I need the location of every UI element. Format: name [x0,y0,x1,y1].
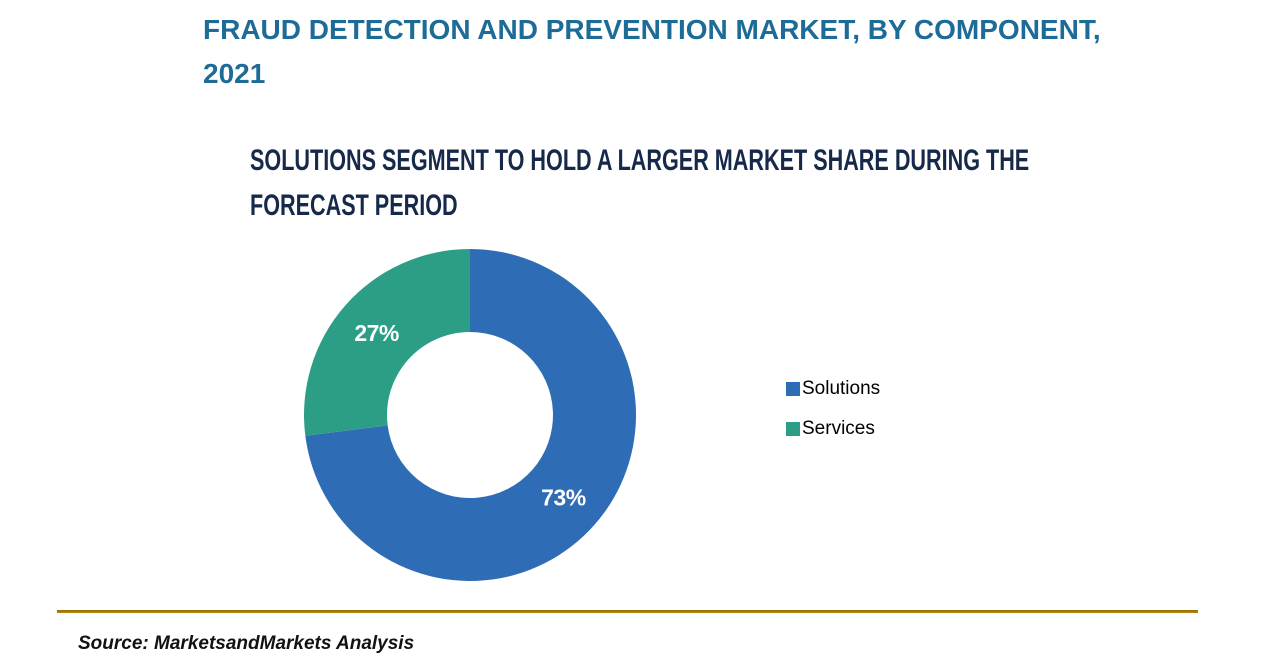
legend-swatch-services [786,422,800,436]
pie-slice-services [304,249,470,436]
chart-title-line1: FRAUD DETECTION AND PREVENTION MARKET, B… [203,14,1101,45]
chart-subtitle: SOLUTIONS SEGMENT TO HOLD A LARGER MARKE… [250,138,1029,228]
pie-slice-solutions [305,249,637,581]
chart-title-line2: 2021 [203,58,266,89]
chart-subtitle-line1: SOLUTIONS SEGMENT TO HOLD A LARGER MARKE… [250,144,1030,177]
chart-subtitle-line2: FORECAST PERIOD [250,189,458,222]
slice-label-solutions: 73% [541,485,586,511]
legend-label-services: Services [802,418,875,439]
donut-chart: 73% 27% [300,245,640,585]
source-note: Source: MarketsandMarkets Analysis [78,633,415,654]
chart-title: FRAUD DETECTION AND PREVENTION MARKET, B… [203,8,1101,96]
slice-label-services: 27% [354,320,399,346]
legend-item-solutions: Solutions [786,378,880,400]
legend-item-services: Services [786,418,880,440]
chart-legend: Solutions Services [786,378,880,458]
legend-swatch-solutions [786,382,800,396]
legend-label-solutions: Solutions [802,378,881,399]
gold-divider-line [57,610,1198,613]
